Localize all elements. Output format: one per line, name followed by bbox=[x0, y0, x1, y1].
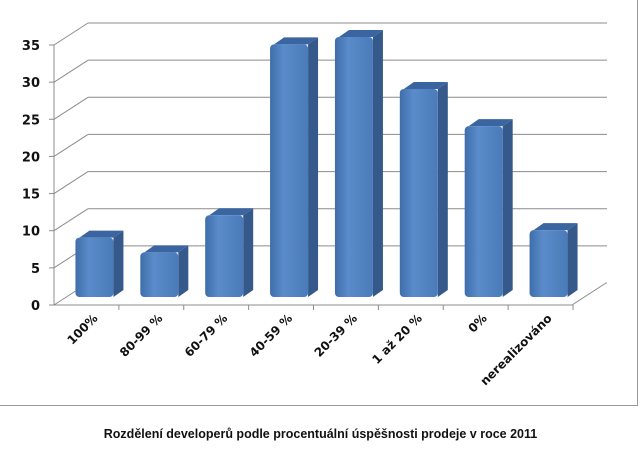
bar-top bbox=[144, 245, 189, 253]
y-tick-label: 20 bbox=[22, 150, 40, 165]
floor bbox=[54, 282, 607, 306]
bar bbox=[334, 30, 383, 297]
bar bbox=[529, 223, 578, 297]
bar bbox=[205, 208, 254, 297]
bar bbox=[75, 230, 124, 297]
bar bbox=[464, 119, 513, 298]
x-tick-label: 40-59 % bbox=[247, 311, 296, 360]
y-tick-label: 30 bbox=[22, 76, 40, 91]
x-tick-label: 80-99 % bbox=[117, 311, 166, 360]
x-tick-label: 1 až 20 % bbox=[369, 311, 425, 367]
bar-top bbox=[79, 230, 124, 238]
y-tick-label: 35 bbox=[22, 39, 40, 54]
bar-side bbox=[178, 245, 189, 297]
x-axis: 100% 80-99 % 60-79 % 40-59 % 20-39 % 1 až 20 … bbox=[64, 305, 574, 388]
bar-front bbox=[140, 252, 179, 297]
bar-top bbox=[274, 37, 319, 45]
bars bbox=[75, 30, 578, 298]
y-tick-label: 25 bbox=[22, 113, 40, 128]
bar-side bbox=[502, 119, 513, 298]
bar-front bbox=[464, 126, 503, 298]
y-tick-label: 10 bbox=[22, 225, 40, 240]
x-tick-label: 100% bbox=[64, 311, 100, 347]
bar-side bbox=[372, 30, 383, 297]
bar-top bbox=[403, 82, 448, 89]
y-axis-ticks: 0 5 10 15 20 25 30 35 bbox=[22, 39, 54, 314]
bar-side bbox=[437, 82, 448, 297]
bar-front bbox=[270, 44, 309, 297]
x-tick-label: nerealizováno bbox=[478, 311, 555, 388]
bar-side bbox=[308, 37, 319, 298]
bar-front bbox=[75, 237, 114, 297]
bar bbox=[399, 82, 448, 297]
y-tick-label: 5 bbox=[31, 262, 40, 277]
bar bbox=[140, 245, 189, 297]
x-tick-label: 60-79 % bbox=[182, 311, 231, 360]
bar-front bbox=[529, 230, 568, 297]
bar-front bbox=[205, 215, 244, 297]
bar-side bbox=[113, 230, 124, 297]
chart-title: Rozdělení developerů podle procentuální … bbox=[103, 427, 538, 441]
gridline-diagonal bbox=[53, 22, 89, 46]
gridline-diagonal bbox=[53, 59, 89, 83]
bar-top bbox=[468, 119, 513, 127]
bar-top bbox=[533, 223, 578, 231]
bar-side bbox=[567, 223, 578, 297]
x-tick-label: 20-39 % bbox=[312, 311, 361, 360]
chart-frame bbox=[0, 0, 638, 406]
y-tick-label: 15 bbox=[22, 188, 40, 203]
gridline-diagonal bbox=[53, 171, 89, 194]
bar-front bbox=[334, 37, 373, 297]
gridline-diagonal bbox=[53, 208, 89, 232]
x-tick-label: 0% bbox=[466, 311, 490, 335]
gridlines bbox=[53, 22, 607, 306]
gridline-diagonal bbox=[53, 96, 89, 120]
bar-side bbox=[243, 208, 254, 297]
bar-top bbox=[209, 208, 254, 216]
y-tick-label: 0 bbox=[31, 299, 40, 314]
gridline-diagonal bbox=[53, 134, 89, 157]
bar bbox=[270, 37, 319, 298]
bar-top bbox=[338, 30, 383, 37]
bar-front bbox=[399, 89, 438, 297]
chart-plot: 0 5 10 15 20 25 30 35 100% 80-99 % 60-79 % 40-59 %… bbox=[22, 22, 607, 388]
